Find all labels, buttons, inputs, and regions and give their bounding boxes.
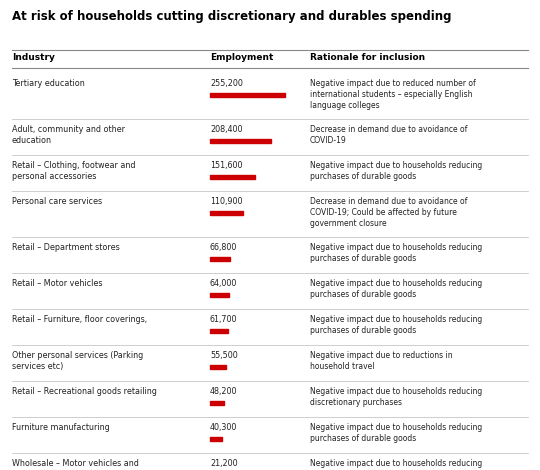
Text: 61,700: 61,700 xyxy=(210,315,238,324)
Text: 151,600: 151,600 xyxy=(210,161,242,170)
Text: Decrease in demand due to avoidance of
COVID-19; Could be affected by future
gov: Decrease in demand due to avoidance of C… xyxy=(310,197,468,228)
Bar xyxy=(210,365,226,368)
Text: Negative impact due to reductions in
household travel: Negative impact due to reductions in hou… xyxy=(310,351,453,371)
Text: 21,200: 21,200 xyxy=(210,459,238,468)
Text: 255,200: 255,200 xyxy=(210,79,243,88)
Text: Negative impact due to households reducing
discretionary purchases: Negative impact due to households reduci… xyxy=(310,387,482,407)
Text: Tertiary education: Tertiary education xyxy=(12,79,85,88)
Bar xyxy=(210,211,242,214)
Text: Retail – Department stores: Retail – Department stores xyxy=(12,243,120,252)
Text: 208,400: 208,400 xyxy=(210,125,242,134)
Text: Negative impact due to households reducing
purchases of durable goods: Negative impact due to households reduci… xyxy=(310,279,482,299)
Bar xyxy=(210,401,224,405)
Text: Personal care services: Personal care services xyxy=(12,197,102,206)
Bar xyxy=(210,437,222,440)
Text: Negative impact due to households reducing
purchases of durable goods: Negative impact due to households reduci… xyxy=(310,315,482,335)
Text: Rationale for inclusion: Rationale for inclusion xyxy=(310,53,425,62)
Text: Industry: Industry xyxy=(12,53,55,62)
Text: 66,800: 66,800 xyxy=(210,243,238,252)
Text: At risk of households cutting discretionary and durables spending: At risk of households cutting discretion… xyxy=(12,10,451,23)
Text: Retail – Clothing, footwear and
personal accessories: Retail – Clothing, footwear and personal… xyxy=(12,161,136,181)
Text: Adult, community and other
education: Adult, community and other education xyxy=(12,125,125,145)
Text: 110,900: 110,900 xyxy=(210,197,242,206)
Bar xyxy=(210,139,271,142)
Text: Employment: Employment xyxy=(210,53,273,62)
Text: Negative impact due to households reducing
purchases of durable goods: Negative impact due to households reduci… xyxy=(310,459,482,470)
Bar xyxy=(210,293,229,297)
Text: 48,200: 48,200 xyxy=(210,387,238,396)
Text: Decrease in demand due to avoidance of
COVID-19: Decrease in demand due to avoidance of C… xyxy=(310,125,468,145)
Bar xyxy=(210,257,230,260)
Text: 64,000: 64,000 xyxy=(210,279,238,288)
Text: Negative impact due to households reducing
purchases of durable goods: Negative impact due to households reduci… xyxy=(310,161,482,181)
Text: 40,300: 40,300 xyxy=(210,423,238,432)
Text: 55,500: 55,500 xyxy=(210,351,238,360)
Bar xyxy=(210,329,228,332)
Bar xyxy=(210,93,285,96)
Text: Other personal services (Parking
services etc): Other personal services (Parking service… xyxy=(12,351,143,371)
Text: Negative impact due to households reducing
purchases of durable goods: Negative impact due to households reduci… xyxy=(310,423,482,443)
Text: Furniture manufacturing: Furniture manufacturing xyxy=(12,423,110,432)
Bar xyxy=(210,175,254,179)
Text: Retail – Furniture, floor coverings,: Retail – Furniture, floor coverings, xyxy=(12,315,147,324)
Text: Wholesale – Motor vehicles and
motor vehicle parts: Wholesale – Motor vehicles and motor veh… xyxy=(12,459,139,470)
Text: Retail – Motor vehicles: Retail – Motor vehicles xyxy=(12,279,103,288)
Text: Negative impact due to reduced number of
international students – especially Eng: Negative impact due to reduced number of… xyxy=(310,79,476,110)
Text: Retail – Recreational goods retailing: Retail – Recreational goods retailing xyxy=(12,387,157,396)
Text: Negative impact due to households reducing
purchases of durable goods: Negative impact due to households reduci… xyxy=(310,243,482,263)
